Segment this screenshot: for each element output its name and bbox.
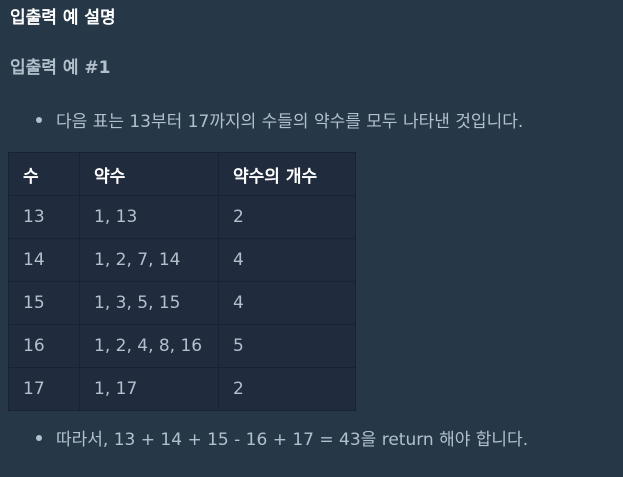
table-cell-divisors: 1, 13 <box>79 195 219 239</box>
table-row: 17 1, 17 2 <box>8 367 356 411</box>
table-cell-count: 5 <box>218 324 356 368</box>
table-cell-count: 4 <box>218 238 356 282</box>
bullet-item: 다음 표는 13부터 17까지의 수들의 약수를 모두 나타낸 것입니다. <box>36 109 523 135</box>
table-cell-divisors: 1, 17 <box>79 367 219 411</box>
table-cell-count: 4 <box>218 281 356 325</box>
table-cell-count: 2 <box>218 195 356 239</box>
section-heading: 입출력 예 설명 <box>10 8 116 28</box>
table-header-number: 수 <box>8 152 80 196</box>
table-header-row: 수 약수 약수의 개수 <box>8 152 356 196</box>
example-heading: 입출력 예 #1 <box>10 58 111 78</box>
bullet-dot-icon <box>36 435 42 441</box>
bullet-dot-icon <box>36 117 42 123</box>
table-cell-number: 15 <box>8 281 80 325</box>
table-header-divisors: 약수 <box>79 152 219 196</box>
table-row: 13 1, 13 2 <box>8 195 356 239</box>
table-cell-number: 16 <box>8 324 80 368</box>
table-row: 15 1, 3, 5, 15 4 <box>8 281 356 325</box>
divisors-table: 수 약수 약수의 개수 13 1, 13 2 14 1, 2, 7, 14 4 … <box>8 152 356 411</box>
table-cell-number: 13 <box>8 195 80 239</box>
table-cell-count: 2 <box>218 367 356 411</box>
table-row: 16 1, 2, 4, 8, 16 5 <box>8 324 356 368</box>
bullet-item: 따라서, 13 + 14 + 15 - 16 + 17 = 43을 return… <box>36 427 528 453</box>
table-cell-number: 14 <box>8 238 80 282</box>
bullet-text: 따라서, 13 + 14 + 15 - 16 + 17 = 43을 return… <box>56 430 529 450</box>
table-row: 14 1, 2, 7, 14 4 <box>8 238 356 282</box>
table-cell-divisors: 1, 3, 5, 15 <box>79 281 219 325</box>
bullet-text: 다음 표는 13부터 17까지의 수들의 약수를 모두 나타낸 것입니다. <box>56 112 524 132</box>
table-cell-number: 17 <box>8 367 80 411</box>
table-cell-divisors: 1, 2, 4, 8, 16 <box>79 324 219 368</box>
table-header-count: 약수의 개수 <box>218 152 356 196</box>
table-cell-divisors: 1, 2, 7, 14 <box>79 238 219 282</box>
